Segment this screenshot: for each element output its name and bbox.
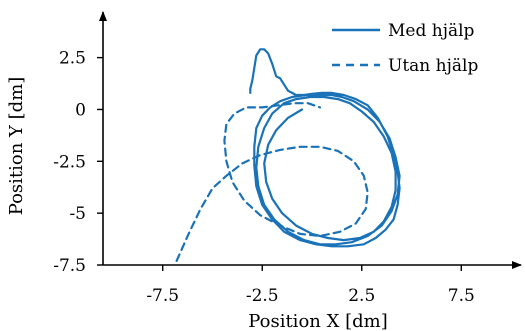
y-tick-label: -5	[69, 204, 86, 224]
series-line-2	[175, 102, 369, 262]
y-tick-label: 0	[75, 100, 86, 120]
x-axis-title: Position X [dm]	[248, 311, 388, 331]
y-tick-label: -7.5	[53, 256, 86, 276]
y-tick-label: 2.5	[59, 49, 86, 69]
legend-label-2: Utan hjälp	[388, 56, 478, 76]
axes: -7.5 -2.5 2.5 7.5 2.5 0 -2.5 -5 -7.5	[53, 11, 522, 306]
x-tick-label: -7.5	[146, 286, 179, 306]
y-axis-title: Position Y [dm]	[6, 77, 27, 216]
x-tick-label: 7.5	[448, 286, 475, 306]
x-tick-label: -2.5	[246, 286, 279, 306]
y-tick-label: -2.5	[53, 152, 86, 172]
legend: Med hjälp Utan hjälp	[332, 21, 478, 76]
series-layer	[175, 48, 401, 262]
series-line-1	[249, 48, 401, 248]
legend-label-1: Med hjälp	[388, 21, 475, 41]
x-tick-label: 2.5	[348, 286, 375, 306]
